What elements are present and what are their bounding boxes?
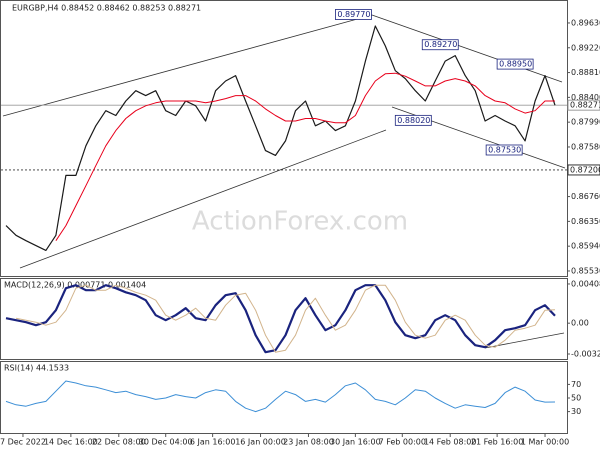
- x-tick-label: 6 Jan 16:00: [190, 438, 236, 447]
- y-tick-label: -0.003209: [571, 349, 600, 358]
- series-line: [15, 284, 556, 353]
- series-line: [5, 25, 556, 251]
- x-tick-label: 7 Feb 00:00: [379, 438, 426, 447]
- x-tick-label: 23 Jan 08:00: [283, 438, 334, 447]
- price-level-label: 0.88271: [570, 101, 600, 110]
- x-tick-label: 14 Feb 08:00: [424, 438, 476, 447]
- price-level-label: 0.87200: [570, 165, 600, 174]
- x-tick-label: 22 Dec 08:00: [92, 438, 146, 447]
- x-tick-label: 14 Dec 16:00: [44, 438, 98, 447]
- x-tick-label: 30 Dec 04:00: [139, 438, 193, 447]
- channel-line: [2, 14, 373, 117]
- y-tick-label: 70: [571, 380, 581, 389]
- annotation-box: [394, 114, 432, 126]
- x-tick-label: 7 Dec 2022: [0, 438, 46, 447]
- x-tick-label: 1 Mar 00:00: [521, 438, 569, 447]
- annotation-box: [496, 58, 534, 70]
- x-tick-label: 16 Jan 00:00: [235, 438, 286, 447]
- y-tick-label: 0.85530: [571, 266, 600, 275]
- price-title: EURGBP,H4 0.88452 0.88462 0.88253 0.8827…: [12, 4, 201, 13]
- channel-line: [19, 129, 387, 269]
- watermark: ActionForex.com: [192, 207, 408, 237]
- series-line: [55, 72, 555, 241]
- y-tick-label: 30: [571, 407, 581, 416]
- x-tick-label: 21 Feb 16:00: [471, 438, 523, 447]
- annotation-label: 0.89770: [337, 10, 370, 19]
- annotation-label: 0.87530: [488, 145, 521, 154]
- annotation-label: 0.89270: [424, 40, 457, 49]
- price-frame: [0, 0, 568, 277]
- annotation-box: [421, 39, 459, 51]
- price-level-box: [567, 99, 600, 111]
- channel-line: [371, 14, 563, 83]
- annotation-box: [485, 144, 523, 156]
- y-tick-label: 0.004083: [571, 279, 600, 288]
- y-tick-label: 50: [571, 394, 581, 403]
- price-level-box: [567, 164, 600, 176]
- annotation-box: [335, 9, 372, 20]
- y-tick-label: 0.00: [571, 319, 589, 328]
- x-tick-label: 30 Jan 16:00: [330, 438, 381, 447]
- macd-frame: [0, 278, 568, 360]
- series-line: [5, 284, 556, 354]
- series-line: [5, 380, 556, 413]
- annotation-label: 0.88950: [499, 60, 532, 69]
- rsi-title: RSI(14) 44.1533: [4, 364, 69, 373]
- annotation-label: 0.88020: [397, 116, 430, 125]
